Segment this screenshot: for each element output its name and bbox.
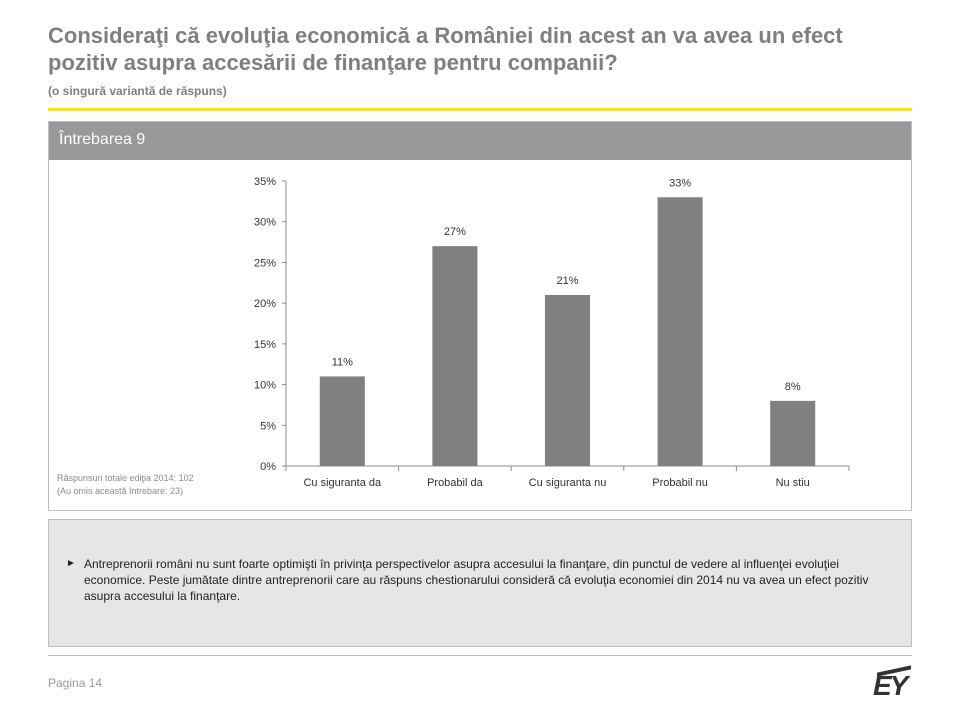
x-category-label: Cu siguranta da — [303, 477, 382, 489]
commentary-panel: ► Antreprenorii români nu sunt foarte op… — [48, 519, 912, 647]
bar-value-label: 33% — [669, 177, 691, 189]
y-tick-label: 5% — [260, 420, 276, 432]
page-number: Pagina 14 — [48, 676, 103, 690]
y-tick-label: 10% — [254, 380, 276, 392]
bar-value-label: 21% — [556, 275, 578, 287]
footer-divider — [48, 655, 912, 656]
panel-header-label: Întrebarea 9 — [59, 131, 146, 148]
bar — [657, 197, 703, 466]
page-title: Consideraţi că evoluţia economică a Româ… — [48, 23, 843, 75]
panel-header: Întrebarea 9 — [49, 122, 911, 160]
x-category-label: Cu siguranta nu — [529, 477, 607, 489]
commentary-bullet-item: ► Antreprenorii români nu sunt foarte op… — [66, 556, 902, 604]
commentary-text: Antreprenorii români nu sunt foarte opti… — [84, 557, 869, 603]
bar-value-label: 11% — [332, 356, 353, 368]
x-category-label: Nu stiu — [776, 477, 810, 489]
bar-value-label: 8% — [785, 381, 801, 393]
y-tick-label: 20% — [254, 298, 276, 310]
bar — [544, 295, 591, 466]
y-tick-label: 15% — [254, 339, 276, 351]
y-tick-label: 35% — [254, 176, 276, 188]
bar-chart: 0% 5% 10% 15% 20% 25% 30% 35% 11% Cu siguranta da… — [254, 176, 850, 489]
page-subtitle: (o singură variantă de răspuns) — [48, 84, 227, 98]
bullet-arrow-icon: ► — [66, 558, 76, 569]
y-tick-label: 25% — [254, 257, 276, 269]
response-total-note: Răspunsuri totale ediţia 2014: 102 — [57, 473, 194, 483]
bar — [770, 400, 816, 466]
x-category-label: Probabil nu — [652, 477, 708, 489]
bar-value-label: 27% — [444, 226, 466, 238]
bar — [432, 246, 478, 466]
x-category-label: Probabil da — [427, 477, 484, 489]
bar — [319, 376, 365, 466]
y-tick-label: 0% — [260, 461, 276, 473]
response-omitted-note: (Au omis această întrebare: 23) — [57, 486, 184, 496]
title-divider — [48, 108, 912, 111]
chart-panel: Întrebarea 9 0% 5% 10% 15% 20% 25% 30% 35% 11% Cu… — [48, 121, 912, 511]
ey-logo: EY — [873, 670, 908, 701]
response-note: Răspunsuri totale ediţia 2014: 102 (Au o… — [57, 472, 194, 498]
y-tick-label: 30% — [254, 217, 276, 229]
